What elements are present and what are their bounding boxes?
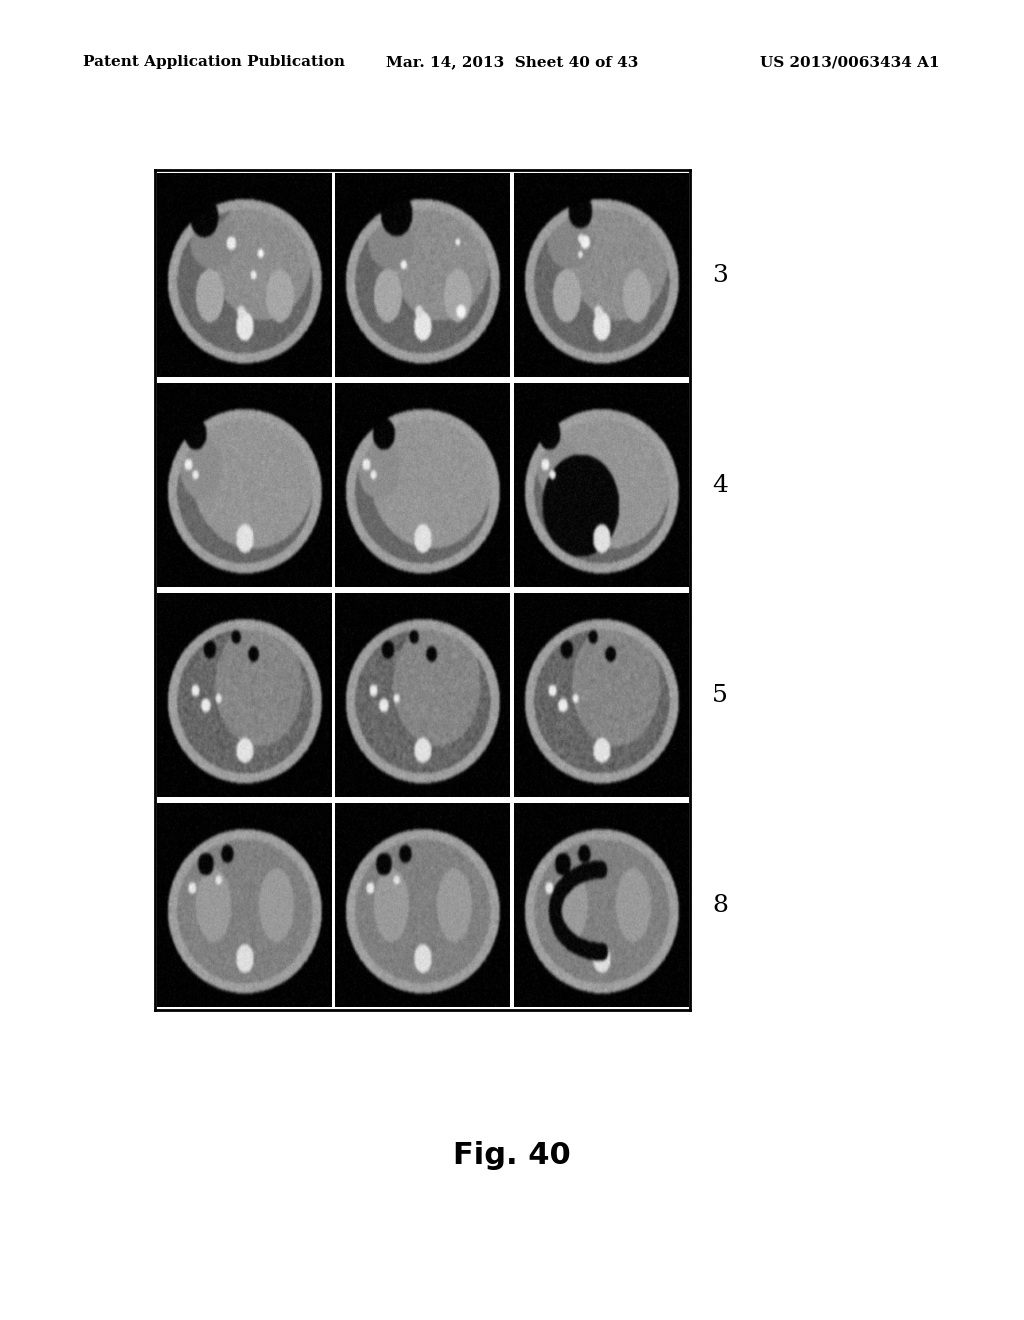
Text: Fig. 40: Fig. 40 <box>454 1140 570 1170</box>
Text: 5: 5 <box>712 684 728 706</box>
Text: US 2013/0063434 A1: US 2013/0063434 A1 <box>761 55 940 69</box>
Text: 4: 4 <box>712 474 728 496</box>
Text: Patent Application Publication: Patent Application Publication <box>83 55 345 69</box>
Text: Mar. 14, 2013  Sheet 40 of 43: Mar. 14, 2013 Sheet 40 of 43 <box>386 55 638 69</box>
Text: 3: 3 <box>712 264 728 286</box>
Text: 8: 8 <box>712 894 728 916</box>
